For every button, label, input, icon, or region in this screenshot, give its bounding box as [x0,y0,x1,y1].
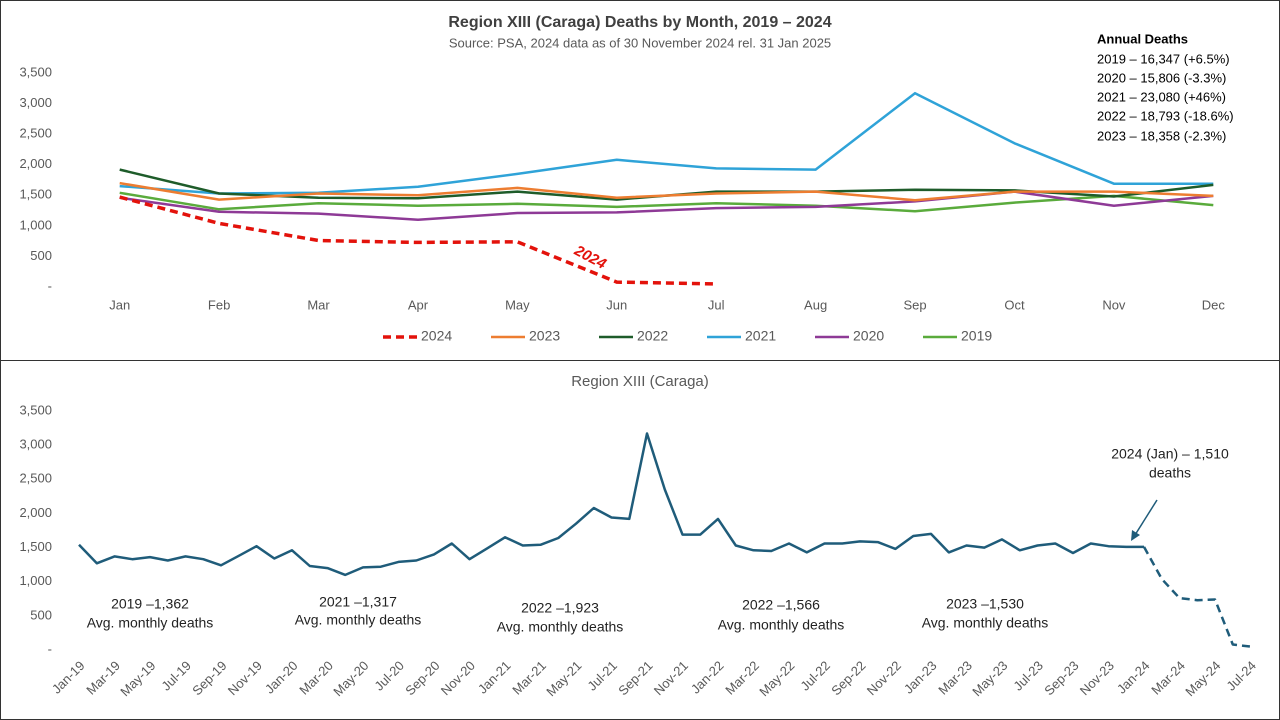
x-tick-label: Nov-20 [438,658,478,698]
y-tick-label: 3,000 [19,95,52,110]
annotation: 2023 – 18,358 (-2.3%) [1097,128,1226,143]
y-tick-label: 500 [30,607,52,622]
x-tick-label: Sep-22 [828,658,868,698]
x-tick-label: Jan-21 [475,658,514,697]
legend-label: 2023 [529,328,560,344]
x-tick-label: Mar-20 [296,658,336,698]
x-tick-label: Mar [307,297,330,312]
x-tick-label: Nov-23 [1077,658,1117,698]
x-tick-label: Mar-22 [722,658,762,698]
series-line-dashed [1142,546,1251,648]
y-tick-label: 2,000 [19,505,52,520]
x-tick-label: Oct [1004,297,1025,312]
legend-label: 2022 [637,328,668,344]
panel-frame [0,0,1280,361]
x-tick-label: Nov [1102,297,1126,312]
annotation: Avg. monthly deaths [922,615,1049,631]
annotation: 2022 – 18,793 (-18.6%) [1097,108,1234,123]
annotation: Avg. monthly deaths [497,619,624,635]
annotation: Annual Deaths [1097,31,1188,46]
arrow-head [1131,530,1140,541]
x-tick-label: May [505,297,530,312]
y-tick-label: 500 [30,248,52,263]
x-tick-label: Jan-24 [1114,658,1153,697]
x-tick-label: Sep [903,297,926,312]
x-tick-label: Sep-21 [615,658,655,698]
legend-label: 2020 [853,328,884,344]
y-tick-label: - [48,278,52,293]
chart-title: Region XIII (Caraga) Deaths by Month, 20… [448,14,831,31]
legend-label: 2021 [745,328,776,344]
x-tick-label: May-20 [330,658,371,699]
y-tick-label: - [48,641,52,656]
y-tick-label: 1,500 [19,187,52,202]
annotation: 2019 –1,362 [111,596,189,612]
series-line [119,91,1214,195]
legend-label: 2024 [421,328,452,344]
x-tick-label: Jan [109,297,130,312]
annotation: Avg. monthly deaths [295,612,422,628]
x-tick-label: Sep-20 [402,658,442,698]
y-tick-label: 3,500 [19,402,52,417]
y-tick-label: 1,000 [19,217,52,232]
x-tick-label: Feb [208,297,230,312]
annotation: 2019 – 16,347 (+6.5%) [1097,51,1230,66]
x-tick-label: Mar-21 [509,658,549,698]
annotation: 2021 –1,317 [319,594,397,610]
series-line [78,432,1144,577]
x-tick-label: Dec [1202,297,1226,312]
x-tick-label: Aug [804,297,827,312]
y-tick-label: 2,000 [19,156,52,171]
x-tick-label: May-23 [969,658,1010,699]
chart-subtitle: Source: PSA, 2024 data as of 30 November… [449,35,831,50]
y-tick-label: 1,000 [19,573,52,588]
y-tick-label: 3,500 [19,64,52,79]
annotation: 2024 (Jan) – 1,510 [1111,446,1229,462]
annotation: 2021 – 23,080 (+46%) [1097,89,1226,104]
x-tick-label: Jul [708,297,725,312]
annotation: deaths [1149,465,1191,481]
series-line [119,181,1214,202]
x-tick-label: May-24 [1182,658,1223,699]
line-label: 2024 [571,242,610,273]
x-tick-label: Mar-24 [1148,658,1188,698]
x-tick-label: Jan-20 [262,658,301,697]
chart-title: Region XIII (Caraga) [571,373,709,390]
x-tick-label: Jun [606,297,627,312]
x-tick-label: May-21 [543,658,584,699]
y-tick-label: 2,500 [19,471,52,486]
x-tick-label: Sep-19 [189,658,229,698]
annotation: 2023 –1,530 [946,596,1024,612]
x-tick-label: Sep-23 [1041,658,1081,698]
x-tick-label: Jul-24 [1223,658,1259,694]
y-tick-label: 2,500 [19,126,52,141]
x-tick-label: May-19 [117,658,158,699]
legend-label: 2019 [961,328,992,344]
x-tick-label: Jan-23 [901,658,940,697]
y-tick-label: 1,500 [19,539,52,554]
y-tick-label: 3,000 [19,437,52,452]
x-tick-label: Nov-21 [651,658,691,698]
x-tick-label: Jan-19 [49,658,88,697]
x-tick-label: Jan-22 [688,658,727,697]
annotation: 2022 –1,566 [742,597,820,613]
series-line [119,195,717,286]
x-tick-label: Apr [408,297,429,312]
annotation: Avg. monthly deaths [87,615,214,631]
series-line [119,191,1214,213]
arrow [1134,499,1158,536]
x-tick-label: Nov-19 [225,658,265,698]
annotation: 2022 –1,923 [521,600,599,616]
x-tick-label: Mar-19 [83,658,123,698]
x-tick-label: May-22 [756,658,797,699]
series-line [119,190,1214,221]
x-tick-label: Mar-23 [935,658,975,698]
annotation: Avg. monthly deaths [718,617,845,633]
annotation: 2020 – 15,806 (-3.3%) [1097,70,1226,85]
x-tick-label: Nov-22 [864,658,904,698]
